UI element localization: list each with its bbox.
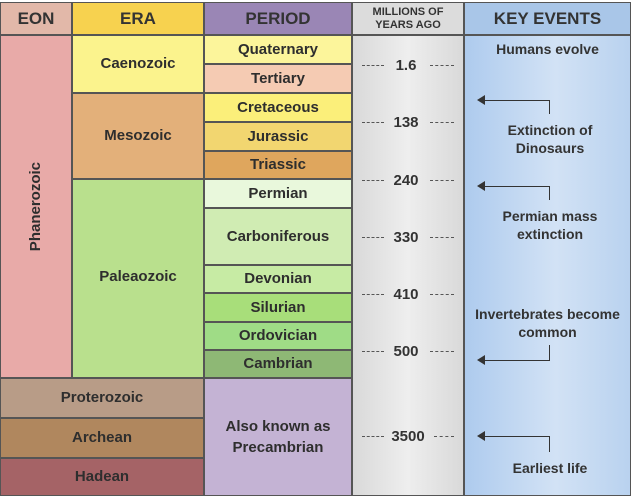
arrow-earliest-life-icon (477, 431, 485, 441)
era-caenozoic: Caenozoic (72, 35, 204, 93)
age-dash-right-4 (430, 237, 454, 238)
period-jurassic: Jurassic (204, 122, 352, 151)
age-dash-left-6 (362, 351, 384, 352)
arrow-permian-icon (477, 181, 485, 191)
eon-phanerozoic: Phanerozoic (0, 35, 72, 378)
bracket-permian (549, 186, 550, 200)
period-ordovician: Ordovician (204, 322, 352, 350)
events-column (464, 35, 631, 496)
age-dash-left-3 (362, 180, 384, 181)
arrow-invertebrates-line (484, 360, 550, 361)
age-label-2: 138 (393, 114, 419, 131)
age-dash-right-3 (430, 180, 454, 181)
period-triassic: Triassic (204, 151, 352, 179)
events-header: KEY EVENTS (464, 2, 631, 35)
age-dash-left-2 (362, 122, 384, 123)
period-permian: Permian (204, 179, 352, 208)
bracket-earliest-life (549, 436, 550, 452)
eon-hadean: Hadean (0, 458, 204, 496)
age-dash-left-4 (362, 237, 384, 238)
era-mesozoic: Mesozoic (72, 93, 204, 179)
arrow-dinosaurs-line (484, 100, 550, 101)
era-paleaozoic: Paleaozoic (72, 179, 204, 378)
arrow-earliest-life-line (484, 436, 550, 437)
period-cambrian: Cambrian (204, 350, 352, 378)
era-header: ERA (72, 2, 204, 35)
arrow-permian-line (484, 186, 550, 187)
age-label-4: 330 (393, 229, 419, 246)
bracket-invertebrates (549, 345, 550, 360)
era-paleaozoic-label: Paleaozoic (99, 268, 177, 285)
age-dash-right-5 (430, 294, 454, 295)
age-dash-right-7 (434, 436, 454, 437)
myr-header: MILLIONS OF YEARS AGO (352, 2, 464, 35)
precambrian-note: Also known as Precambrian (204, 378, 352, 496)
period-devonian: Devonian (204, 265, 352, 293)
age-dash-right-1 (430, 65, 454, 66)
period-header: PERIOD (204, 2, 352, 35)
event-dinosaurs: Extinction of Dinosaurs (507, 122, 593, 156)
age-label-7: 3500 (391, 428, 425, 445)
age-label-5: 410 (393, 286, 419, 303)
age-dash-right-2 (430, 122, 454, 123)
age-dash-left-5 (362, 294, 384, 295)
age-dash-right-6 (430, 351, 454, 352)
period-quaternary: Quaternary (204, 35, 352, 64)
age-dash-left-1 (362, 65, 384, 66)
eon-header: EON (0, 2, 72, 35)
period-carboniferous: Carboniferous (204, 208, 352, 265)
event-permian: Permian mass extinction (502, 208, 598, 242)
myr-column (352, 35, 464, 496)
period-tertiary: Tertiary (204, 64, 352, 93)
arrow-dinosaurs-icon (477, 95, 485, 105)
event-invertebrates: Invertebrates become common (475, 306, 620, 340)
period-silurian: Silurian (204, 293, 352, 322)
arrow-invertebrates-icon (477, 355, 485, 365)
event-humans: Humans evolve (496, 41, 599, 57)
eon-phanerozoic-label: Phanerozoic (27, 161, 45, 252)
event-earliest-life: Earliest life (512, 460, 588, 476)
age-dash-left-7 (362, 436, 384, 437)
period-cretaceous: Cretaceous (204, 93, 352, 122)
bracket-dinosaurs (549, 100, 550, 114)
age-label-1: 1.6 (395, 57, 417, 74)
age-label-3: 240 (393, 172, 419, 189)
age-label-6: 500 (393, 343, 419, 360)
eon-proterozoic: Proterozoic (0, 378, 204, 418)
eon-archean: Archean (0, 418, 204, 458)
